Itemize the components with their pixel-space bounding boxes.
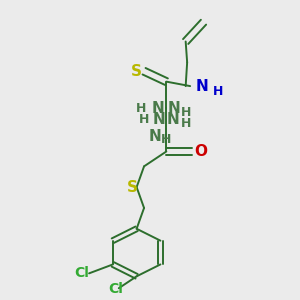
Text: N: N	[167, 101, 180, 116]
Text: H: H	[139, 113, 149, 126]
Text: H: H	[160, 133, 171, 146]
Text: N: N	[152, 112, 165, 127]
Text: H: H	[181, 117, 191, 130]
Text: H: H	[212, 85, 223, 98]
Text: N: N	[167, 112, 180, 127]
Text: N: N	[196, 79, 208, 94]
Text: S: S	[131, 64, 142, 79]
Text: N: N	[148, 129, 161, 144]
Text: H: H	[136, 103, 146, 116]
Text: Cl: Cl	[74, 266, 89, 280]
Text: O: O	[194, 144, 207, 159]
Text: H: H	[181, 106, 192, 119]
Text: Cl: Cl	[108, 282, 123, 296]
Text: N: N	[152, 101, 164, 116]
Text: S: S	[127, 180, 138, 195]
